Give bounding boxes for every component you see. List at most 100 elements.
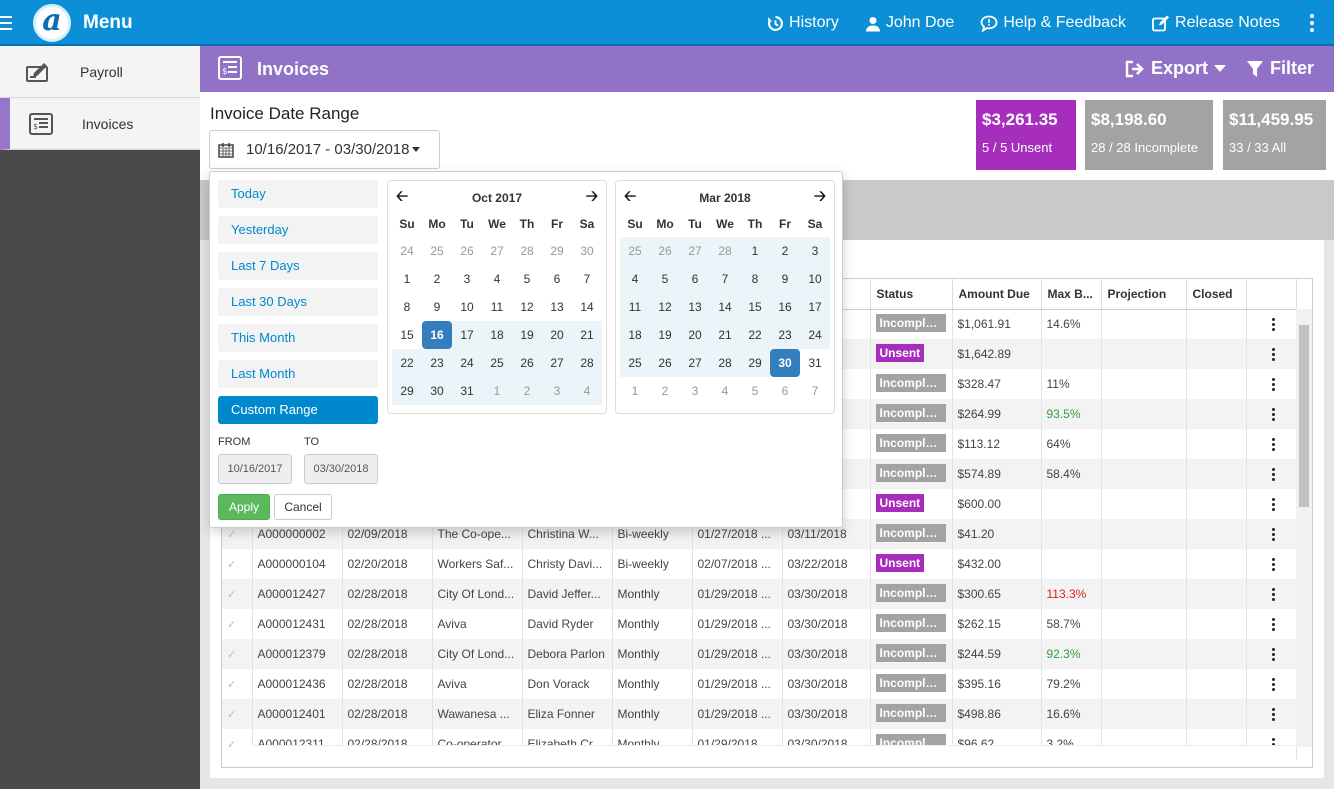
more-vertical-icon[interactable] [1252, 677, 1296, 691]
more-vertical-icon[interactable] [1252, 317, 1296, 331]
range-option[interactable]: Last 7 Days [218, 252, 378, 280]
column-header[interactable]: Projection [1101, 279, 1187, 310]
calendar-day[interactable]: 4 [721, 384, 729, 398]
calendar-day[interactable]: 28 [520, 244, 534, 258]
calendar-day[interactable]: 23 [422, 349, 452, 377]
calendar-day[interactable]: 30 [422, 377, 452, 405]
more-vertical-icon[interactable] [1252, 407, 1296, 421]
row-checkbox[interactable]: ✓ [222, 729, 253, 759]
next-month-arrow-icon[interactable]: 🡢 [585, 187, 598, 205]
calendar-day[interactable]: 13 [680, 293, 710, 321]
calendar-day[interactable]: 27 [542, 349, 572, 377]
range-option[interactable]: Last 30 Days [218, 288, 378, 316]
calendar-day[interactable]: 6 [781, 384, 789, 398]
more-vertical-icon[interactable] [1310, 14, 1314, 32]
calendar-day[interactable]: 1 [403, 272, 411, 286]
app-logo[interactable]: a [33, 4, 71, 42]
prev-month-arrow-icon[interactable]: 🡠 [396, 187, 409, 205]
horizontal-scrollbar[interactable] [252, 745, 1296, 767]
calendar-day[interactable]: 26 [512, 349, 542, 377]
calendar-day[interactable]: 21 [572, 321, 602, 349]
from-date-input[interactable]: 10/16/2017 [218, 454, 292, 484]
calendar-day[interactable]: 10 [460, 300, 474, 314]
calendar-day[interactable]: 29 [392, 377, 422, 405]
calendar-day[interactable]: 16 [422, 321, 452, 349]
calendar-day[interactable]: 16 [770, 293, 800, 321]
column-header[interactable]: Status [870, 279, 953, 310]
calendar-day[interactable]: 4 [572, 377, 602, 405]
calendar-day[interactable]: 24 [452, 349, 482, 377]
calendar-day[interactable]: 25 [620, 349, 650, 377]
calendar-day[interactable]: 20 [680, 321, 710, 349]
column-header[interactable] [1246, 279, 1297, 310]
calendar-day[interactable]: 1 [631, 384, 639, 398]
calendar-day[interactable]: 9 [770, 265, 800, 293]
calendar-day[interactable]: 14 [580, 300, 594, 314]
calendar-day[interactable]: 7 [583, 272, 591, 286]
calendar-day[interactable]: 19 [650, 321, 680, 349]
next-month-arrow-icon[interactable]: 🡢 [813, 187, 826, 205]
calendar-day[interactable]: 14 [710, 293, 740, 321]
more-vertical-icon[interactable] [1252, 587, 1296, 601]
calendar-day[interactable]: 30 [770, 349, 800, 377]
calendar-day[interactable]: 12 [520, 300, 534, 314]
range-option[interactable]: Yesterday [218, 216, 378, 244]
calendar-day[interactable]: 26 [460, 244, 474, 258]
calendar-day[interactable]: 2 [433, 272, 441, 286]
calendar-day[interactable]: 31 [808, 356, 822, 370]
calendar-day[interactable]: 3 [463, 272, 471, 286]
table-row[interactable]: ✓ A000012427 02/28/2018 City Of Lond... Davi… [222, 579, 1297, 609]
row-checkbox[interactable]: ✓ [222, 669, 253, 699]
sidebar-item-payroll[interactable]: Payroll [0, 46, 200, 98]
calendar-day[interactable]: 30 [580, 244, 594, 258]
range-option[interactable]: Custom Range [218, 396, 378, 424]
calendar-day[interactable]: 4 [493, 272, 501, 286]
more-vertical-icon[interactable] [1252, 617, 1296, 631]
calendar-day[interactable]: 9 [433, 300, 441, 314]
row-checkbox[interactable]: ✓ [222, 609, 253, 639]
to-date-input[interactable]: 03/30/2018 [304, 454, 378, 484]
sidebar-item-invoices[interactable]: $ Invoices [0, 98, 200, 150]
more-vertical-icon[interactable] [1252, 347, 1296, 361]
calendar-day[interactable]: 7 [710, 265, 740, 293]
calendar-day[interactable]: 3 [542, 377, 572, 405]
more-vertical-icon[interactable] [1252, 707, 1296, 721]
hamburger-icon[interactable] [0, 16, 14, 34]
range-option[interactable]: Last Month [218, 360, 378, 388]
calendar-day[interactable]: 15 [400, 328, 414, 342]
calendar-day[interactable]: 25 [620, 237, 650, 265]
calendar-day[interactable]: 6 [680, 265, 710, 293]
summary-unsent[interactable]: $3,261.35 5 / 5 Unsent [976, 100, 1076, 170]
calendar-day[interactable]: 25 [430, 244, 444, 258]
column-header[interactable]: Closed [1186, 279, 1247, 310]
calendar-day[interactable]: 27 [490, 244, 504, 258]
summary-incomplete[interactable]: $8,198.60 28 / 28 Incomplete [1085, 100, 1213, 170]
release-notes-link[interactable]: Release Notes [1152, 14, 1280, 32]
summary-all[interactable]: $11,459.95 33 / 33 All [1223, 100, 1326, 170]
calendar-day[interactable]: 26 [650, 349, 680, 377]
calendar-day[interactable]: 20 [542, 321, 572, 349]
calendar-day[interactable]: 13 [550, 300, 564, 314]
calendar-day[interactable]: 7 [811, 384, 819, 398]
calendar-day[interactable]: 11 [620, 293, 650, 321]
calendar-day[interactable]: 21 [710, 321, 740, 349]
more-vertical-icon[interactable] [1252, 377, 1296, 391]
calendar-day[interactable]: 28 [710, 349, 740, 377]
table-row[interactable]: ✓ A000000104 02/20/2018 Workers Saf... Chris… [222, 549, 1297, 579]
calendar-day[interactable]: 19 [512, 321, 542, 349]
calendar-day[interactable]: 24 [400, 244, 414, 258]
calendar-day[interactable]: 8 [403, 300, 411, 314]
table-row[interactable]: ✓ A000012379 02/28/2018 City Of Lond... Debo… [222, 639, 1297, 669]
export-button[interactable]: Export [1125, 58, 1226, 79]
calendar-day[interactable]: 17 [452, 321, 482, 349]
calendar-day[interactable]: 5 [523, 272, 531, 286]
calendar-day[interactable]: 1 [740, 237, 770, 265]
calendar-day[interactable]: 2 [661, 384, 669, 398]
calendar-day[interactable]: 1 [482, 377, 512, 405]
scrollbar-thumb[interactable] [1299, 325, 1309, 507]
calendar-day[interactable]: 18 [620, 321, 650, 349]
user-menu[interactable]: John Doe [865, 14, 954, 32]
calendar-day[interactable]: 31 [452, 377, 482, 405]
calendar-day[interactable]: 29 [550, 244, 564, 258]
calendar-day[interactable]: 26 [650, 237, 680, 265]
